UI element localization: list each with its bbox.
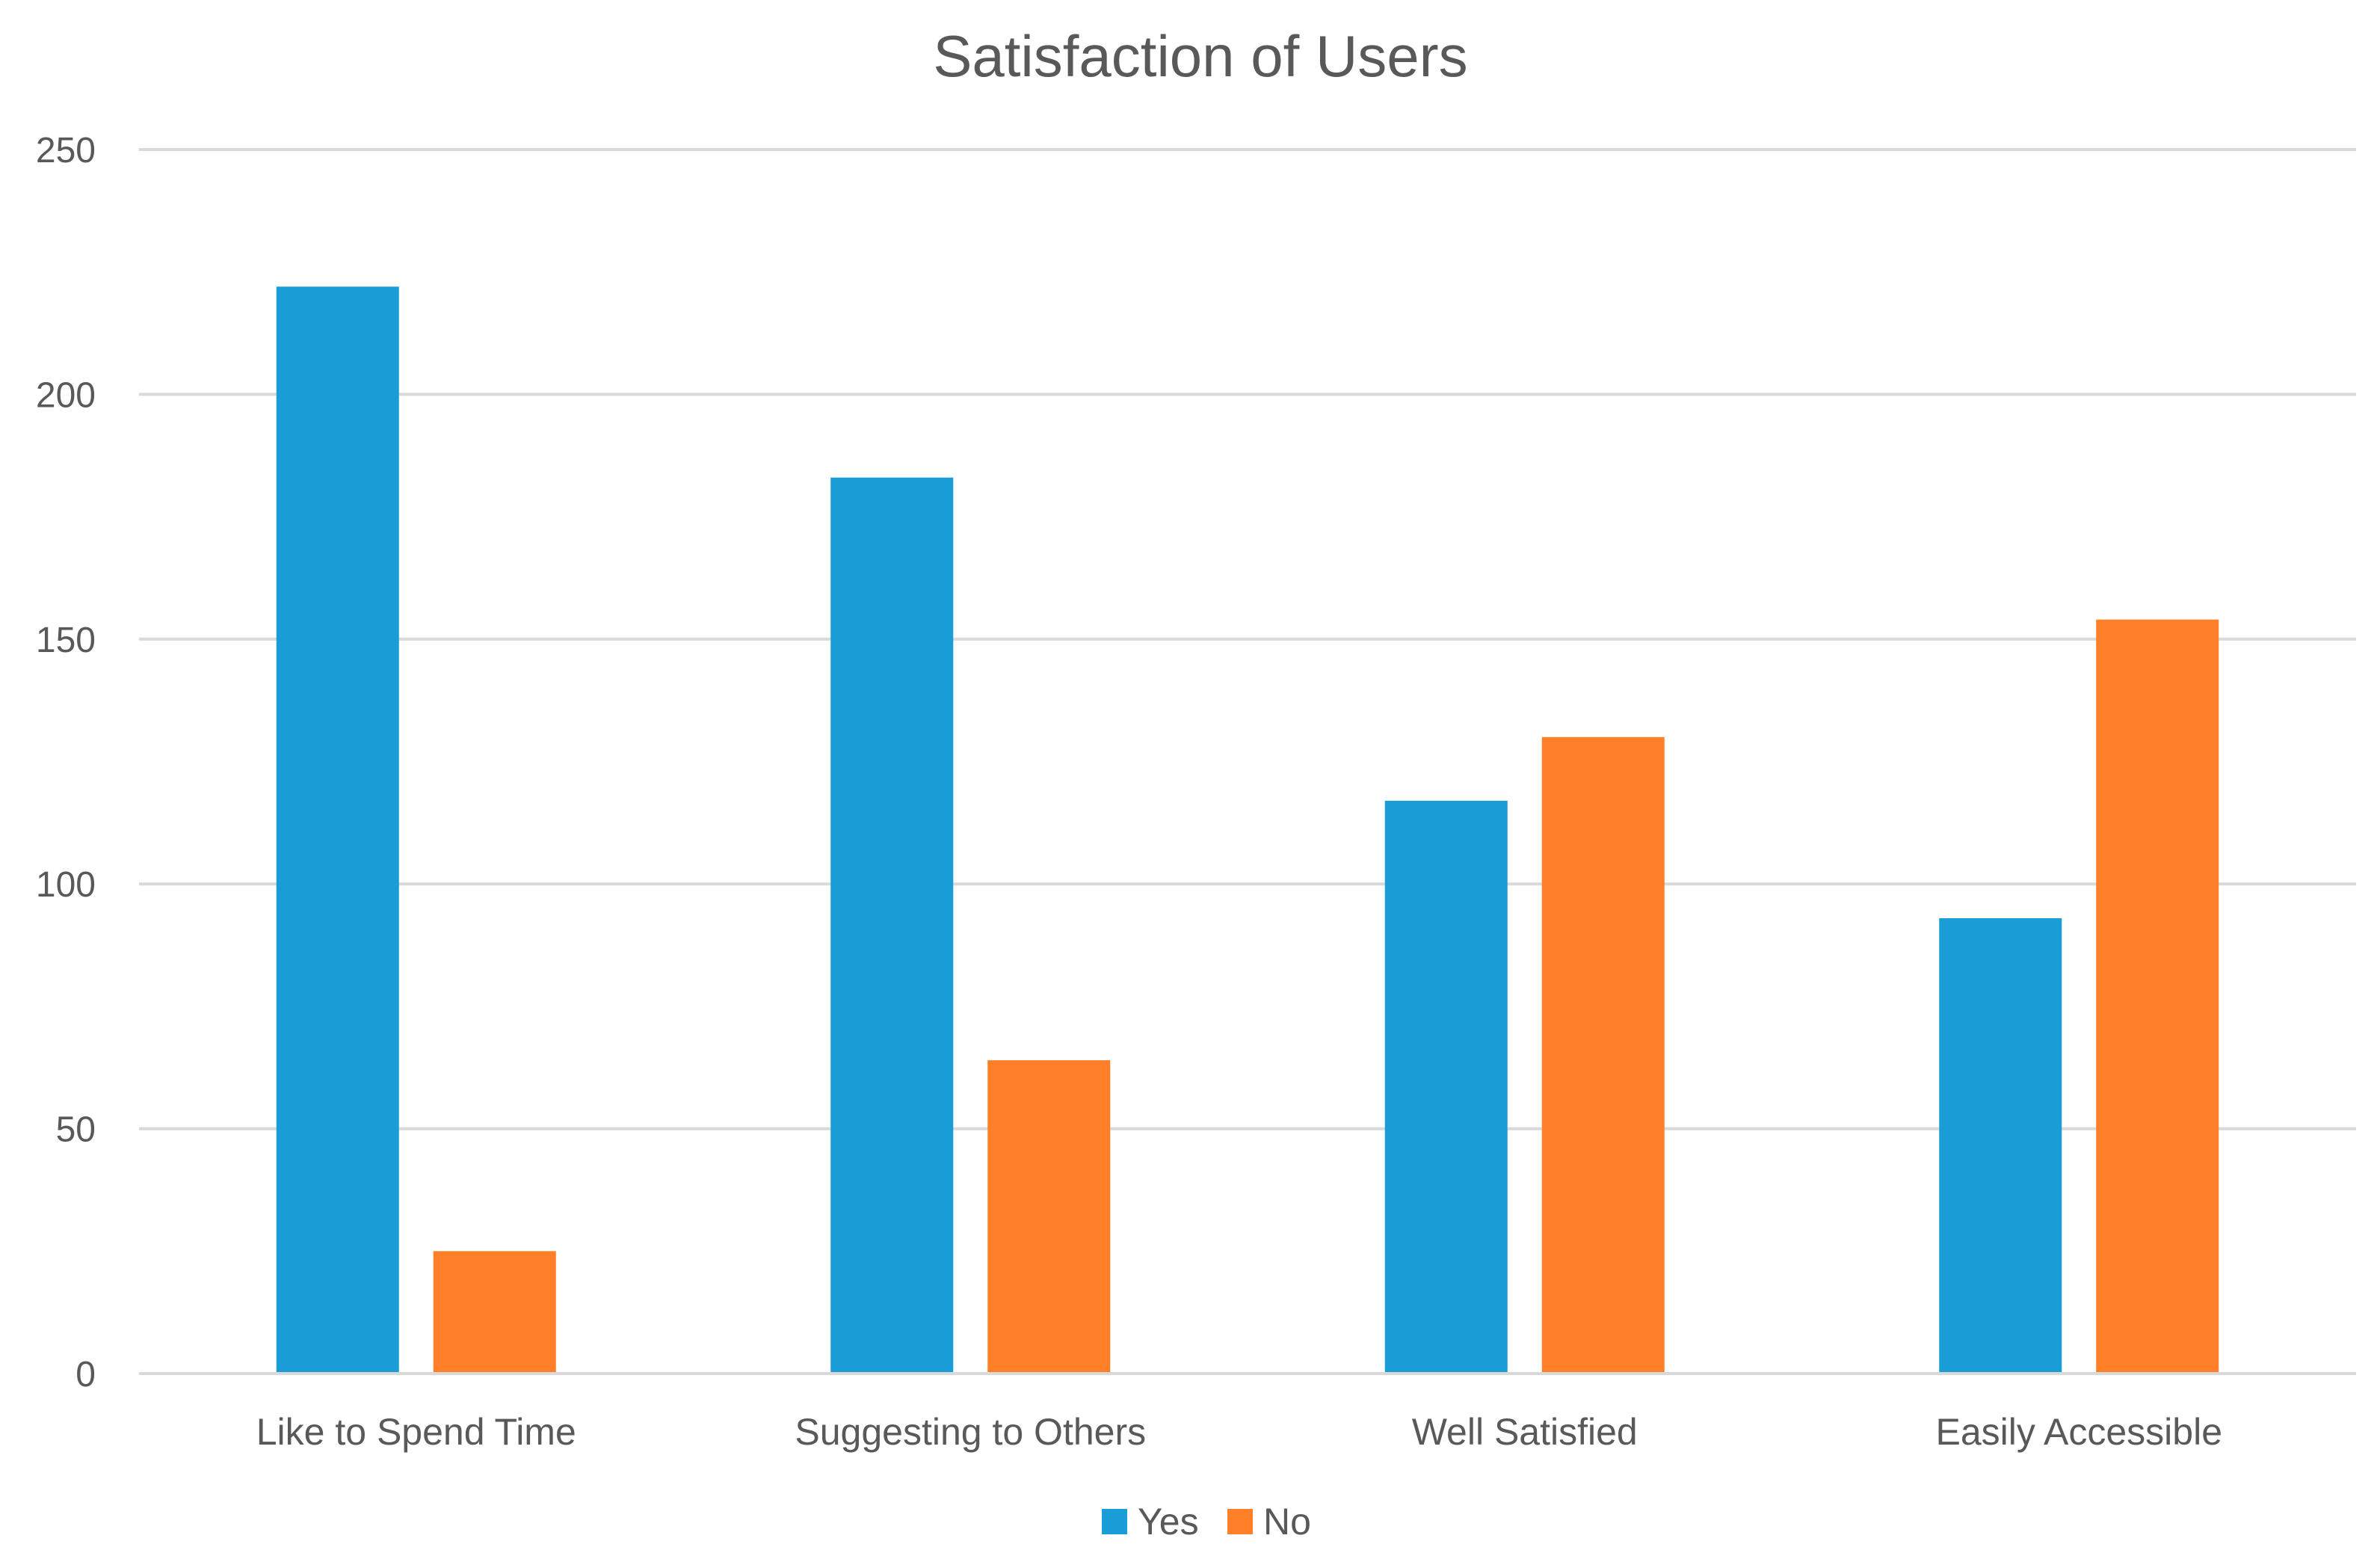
x-category-label: Easily Accessible [1936, 1411, 2223, 1453]
bar-no-2 [987, 1060, 1111, 1374]
y-tick-label: 250 [36, 131, 96, 170]
y-tick-label: 100 [36, 865, 96, 905]
bar-yes-3 [1384, 800, 1508, 1374]
chart-title: Satisfaction of Users [933, 23, 1467, 89]
bar-yes-2 [830, 477, 954, 1374]
legend-label-no: No [1263, 1501, 1311, 1543]
y-axis-tick-labels: 0 50 100 150 200 250 [36, 131, 96, 1394]
legend-label-yes: Yes [1138, 1501, 1199, 1543]
legend: Yes No [1102, 1501, 1311, 1543]
y-tick-label: 50 [56, 1110, 96, 1150]
legend-swatch-yes [1102, 1509, 1127, 1534]
bar-yes-1 [276, 286, 399, 1374]
x-axis-category-labels: Like to Spend Time Suggesting to Others We… [256, 1411, 2222, 1453]
bars [276, 286, 2219, 1374]
legend-swatch-no [1227, 1509, 1253, 1534]
y-tick-label: 200 [36, 375, 96, 415]
x-category-label: Like to Spend Time [256, 1411, 576, 1453]
bar-no-1 [433, 1251, 556, 1374]
x-category-label: Well Satisfied [1412, 1411, 1638, 1453]
bar-no-4 [2096, 619, 2219, 1374]
y-tick-label: 0 [75, 1355, 96, 1394]
x-category-label: Suggesting to Others [795, 1411, 1146, 1453]
y-tick-label: 150 [36, 621, 96, 660]
bar-no-3 [1541, 737, 1665, 1374]
bar-yes-4 [1939, 918, 2062, 1374]
